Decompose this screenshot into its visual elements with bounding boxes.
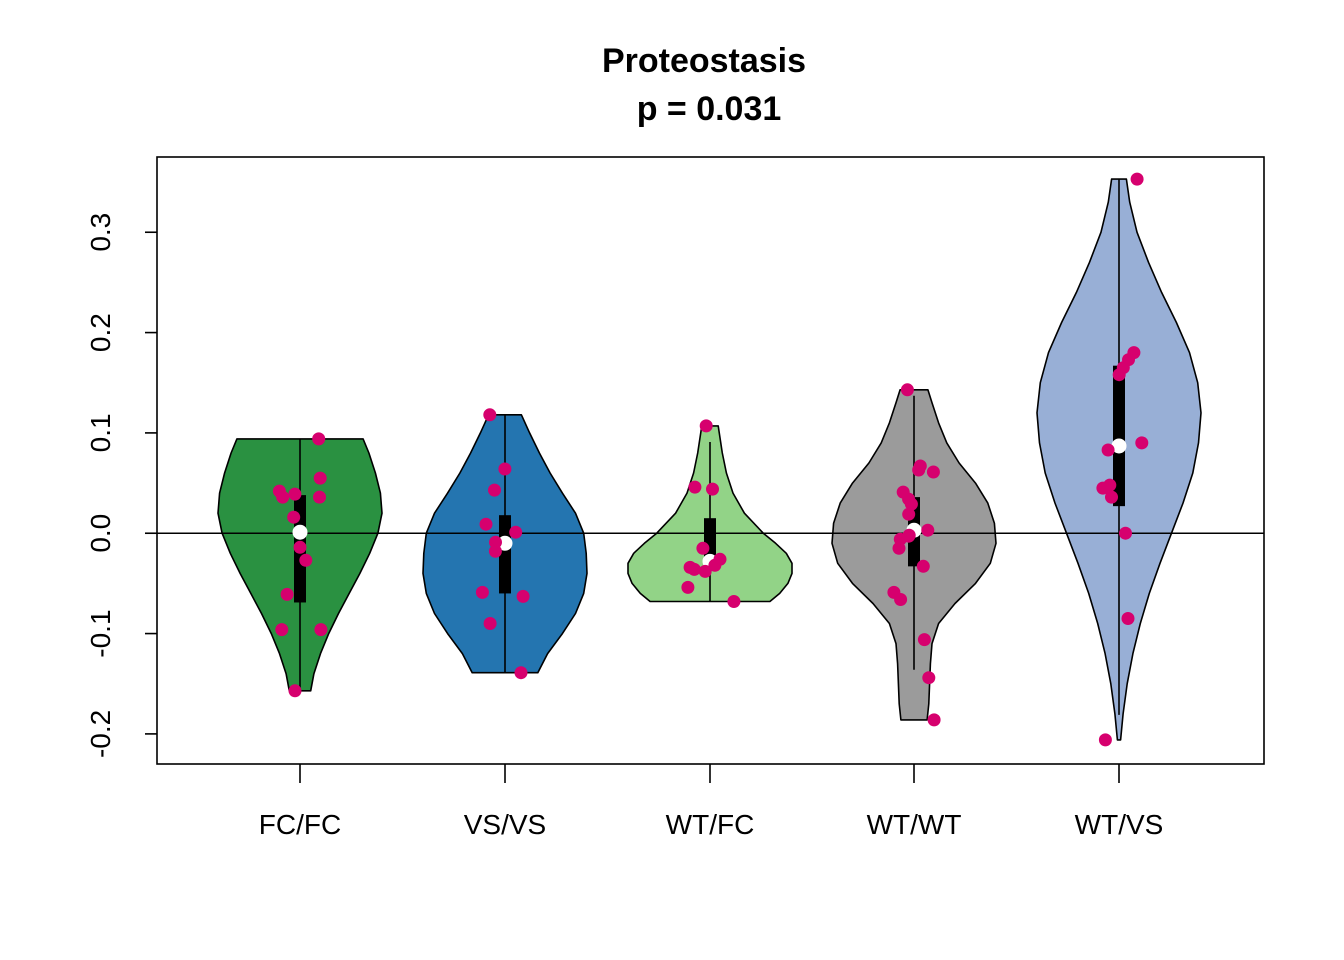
data-point-fc-fc	[314, 623, 327, 636]
x-tick-label: VS/VS	[464, 809, 546, 840]
chart-subtitle: p = 0.031	[637, 90, 782, 128]
data-point-wt-wt	[927, 466, 940, 479]
data-point-wt-wt	[894, 593, 907, 606]
x-tick-label: WT/WT	[867, 809, 962, 840]
data-point-vs-vs	[488, 484, 501, 497]
data-point-wt-wt	[901, 383, 914, 396]
data-point-wt-wt	[918, 633, 931, 646]
data-point-fc-fc	[276, 491, 289, 504]
y-tick-label: -0.1	[85, 609, 116, 657]
data-point-vs-vs	[476, 586, 489, 599]
data-point-fc-fc	[289, 684, 302, 697]
data-point-fc-fc	[281, 588, 294, 601]
y-tick-label: -0.2	[85, 710, 116, 758]
data-point-wt-wt	[917, 560, 930, 573]
data-point-wt-wt	[893, 542, 906, 555]
data-point-wt-vs	[1102, 444, 1115, 457]
median-marker-fc-fc	[293, 525, 308, 540]
y-tick-label: 0.0	[85, 514, 116, 553]
data-point-fc-fc	[299, 554, 312, 567]
x-tick-label: WT/FC	[666, 809, 755, 840]
data-point-wt-fc	[696, 542, 709, 555]
data-point-wt-fc	[688, 481, 701, 494]
data-point-fc-fc	[288, 488, 301, 501]
chart-title: Proteostasis	[602, 42, 806, 80]
data-point-vs-vs	[483, 408, 496, 421]
x-tick-label: FC/FC	[259, 809, 341, 840]
data-point-wt-wt	[921, 524, 934, 537]
data-point-wt-vs	[1099, 733, 1112, 746]
data-point-vs-vs	[515, 666, 528, 679]
data-point-fc-fc	[294, 541, 307, 554]
data-point-vs-vs	[498, 463, 511, 476]
data-point-vs-vs	[489, 545, 502, 558]
data-point-wt-fc	[688, 563, 701, 576]
data-point-fc-fc	[275, 623, 288, 636]
data-point-wt-wt	[928, 713, 941, 726]
plot-area	[157, 173, 1264, 747]
data-point-wt-fc	[706, 483, 719, 496]
data-point-wt-fc	[700, 419, 713, 432]
data-point-fc-fc	[313, 491, 326, 504]
data-point-wt-vs	[1119, 527, 1132, 540]
y-tick-label: 0.3	[85, 213, 116, 252]
data-point-wt-wt	[902, 508, 915, 521]
data-point-fc-fc	[312, 432, 325, 445]
data-point-fc-fc	[287, 511, 300, 524]
data-point-wt-vs	[1105, 491, 1118, 504]
data-point-wt-fc	[681, 581, 694, 594]
y-tick-label: 0.2	[85, 313, 116, 352]
data-point-vs-vs	[509, 526, 522, 539]
data-point-vs-vs	[484, 617, 497, 630]
data-point-wt-vs	[1135, 436, 1148, 449]
y-tick-label: 0.1	[85, 413, 116, 452]
data-point-vs-vs	[517, 590, 530, 603]
x-tick-label: WT/VS	[1075, 809, 1164, 840]
data-point-wt-vs	[1131, 173, 1144, 186]
data-point-fc-fc	[314, 472, 327, 485]
data-point-vs-vs	[480, 518, 493, 531]
data-point-wt-fc	[699, 565, 712, 578]
data-point-wt-wt	[922, 671, 935, 684]
data-point-wt-vs	[1113, 368, 1126, 381]
data-point-wt-fc	[727, 595, 740, 608]
data-point-wt-wt	[912, 464, 925, 477]
data-point-wt-vs	[1122, 612, 1135, 625]
